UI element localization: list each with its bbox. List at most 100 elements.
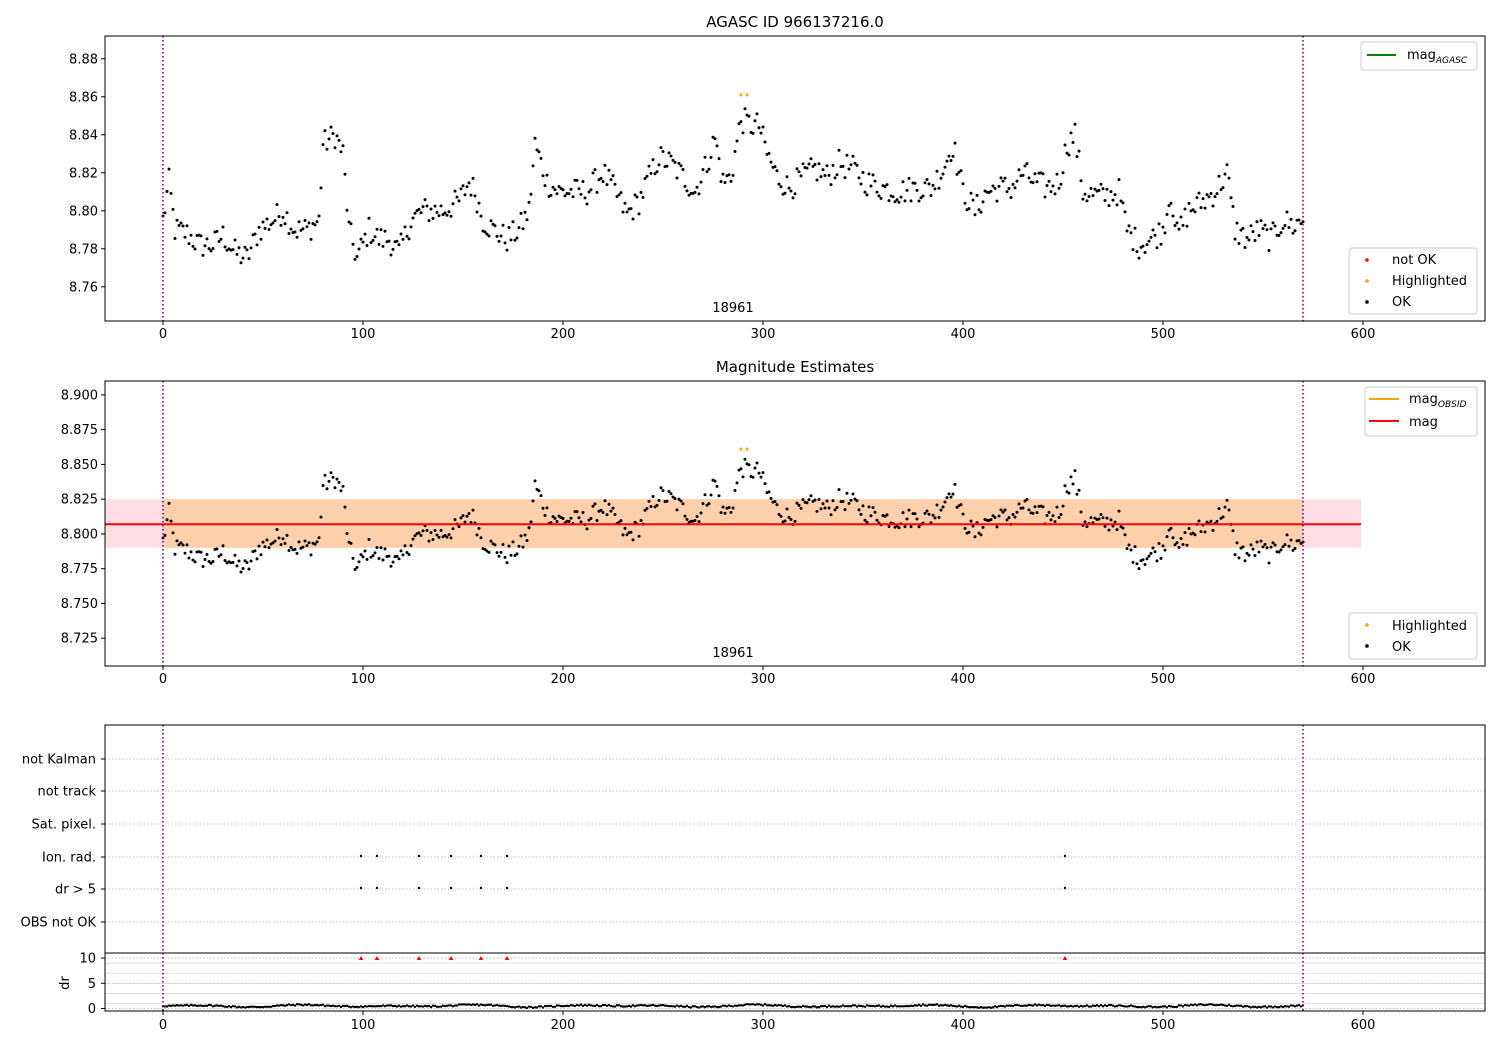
ok-point [981,525,985,529]
dr-point [679,1004,683,1007]
dr-point [701,1005,705,1008]
ok-point [669,492,673,496]
dr-point [489,1003,493,1006]
ok-point [355,254,359,258]
dr-point [801,1004,805,1008]
legend-label-mag-obsid: magOBSID [1409,392,1467,410]
ok-point [1035,180,1039,184]
ok-point [263,545,267,549]
dr-point [765,1004,769,1007]
ok-point [459,187,463,191]
ok-point [1223,172,1227,176]
dr-point [371,1005,375,1008]
ok-point [1175,221,1179,225]
dr-point [1049,1004,1053,1008]
ok-point [617,193,621,197]
ok-point [283,222,287,226]
dr-point [253,1005,257,1008]
ok-point [1149,235,1153,239]
ok-point [417,207,421,211]
ok-point [537,489,541,493]
ok-point [1281,226,1285,230]
ok-point [843,508,847,512]
dr-point [1185,1004,1189,1007]
dr-point [341,1004,345,1008]
ok-point [997,514,1001,518]
ok-point [541,174,545,178]
dr-point [717,1005,721,1009]
ok-point [989,518,993,522]
dr-point [879,1005,883,1008]
dr-point [1265,1006,1269,1009]
ok-point [293,547,297,551]
ok-point [897,200,901,204]
ok-point [763,482,767,486]
dr-point [1179,1004,1183,1007]
ok-point [165,518,169,522]
dr-point [979,1005,983,1009]
dr-point [285,1004,289,1007]
dr-point [545,1004,549,1008]
dr-point [413,1005,417,1009]
ok-point [791,196,795,200]
dr-point [857,1004,861,1007]
dr-point [281,1004,285,1007]
dr-point [619,1005,623,1008]
dr-point [475,1003,479,1006]
ok-point [429,207,433,211]
dr-point [779,1004,783,1007]
ok-point [505,561,509,565]
dr-point [1143,1006,1147,1009]
ok-point [1205,193,1209,197]
ok-point [809,494,813,498]
dr-point [1197,1003,1201,1006]
ok-point [1243,559,1247,563]
ok-point [449,214,453,218]
ok-point [1187,201,1191,205]
panel-2-title: Magnitude Estimates [716,358,874,376]
ok-point [587,518,591,522]
dr-point [1129,1004,1133,1007]
dr-point [201,1004,205,1008]
ok-point [219,553,223,557]
panel-1-legend-markers: not OK Highlighted OK [1348,247,1478,315]
ok-point [661,489,665,493]
dr-point [1269,1005,1273,1008]
dr-point [695,1005,699,1009]
ok-point [317,214,321,218]
dr-point [773,1003,777,1007]
dr-point [429,1005,433,1009]
ok-point [639,190,643,194]
ok-point [1277,550,1281,554]
dr-point [653,1004,657,1007]
ok-point [313,542,317,546]
dr-point [1021,1004,1025,1007]
dr-point [431,1004,435,1007]
ok-point [503,241,507,245]
ok-point [1209,192,1213,196]
ok-point [1101,187,1105,191]
ok-point [305,225,309,229]
ok-point [935,503,939,507]
ok-point [963,201,967,205]
ok-point [1089,187,1093,191]
ok-point [1093,187,1097,191]
ok-point [701,167,705,171]
ok-point [591,504,595,508]
ok-point [751,475,755,479]
dr-point [451,1005,455,1008]
dr-point [957,1004,961,1007]
ok-point [163,211,167,215]
dr-point [225,1005,229,1009]
dr-point [947,1004,951,1007]
ok-point [1027,508,1031,512]
ok-point [459,516,463,520]
ok-point [1201,197,1205,201]
dr-point [1157,1005,1161,1009]
dr-point [833,1005,837,1008]
dr-point [1033,1003,1037,1006]
ok-point [797,170,801,174]
ok-point [171,531,175,535]
ok-point [249,246,253,250]
ok-point [237,246,241,250]
